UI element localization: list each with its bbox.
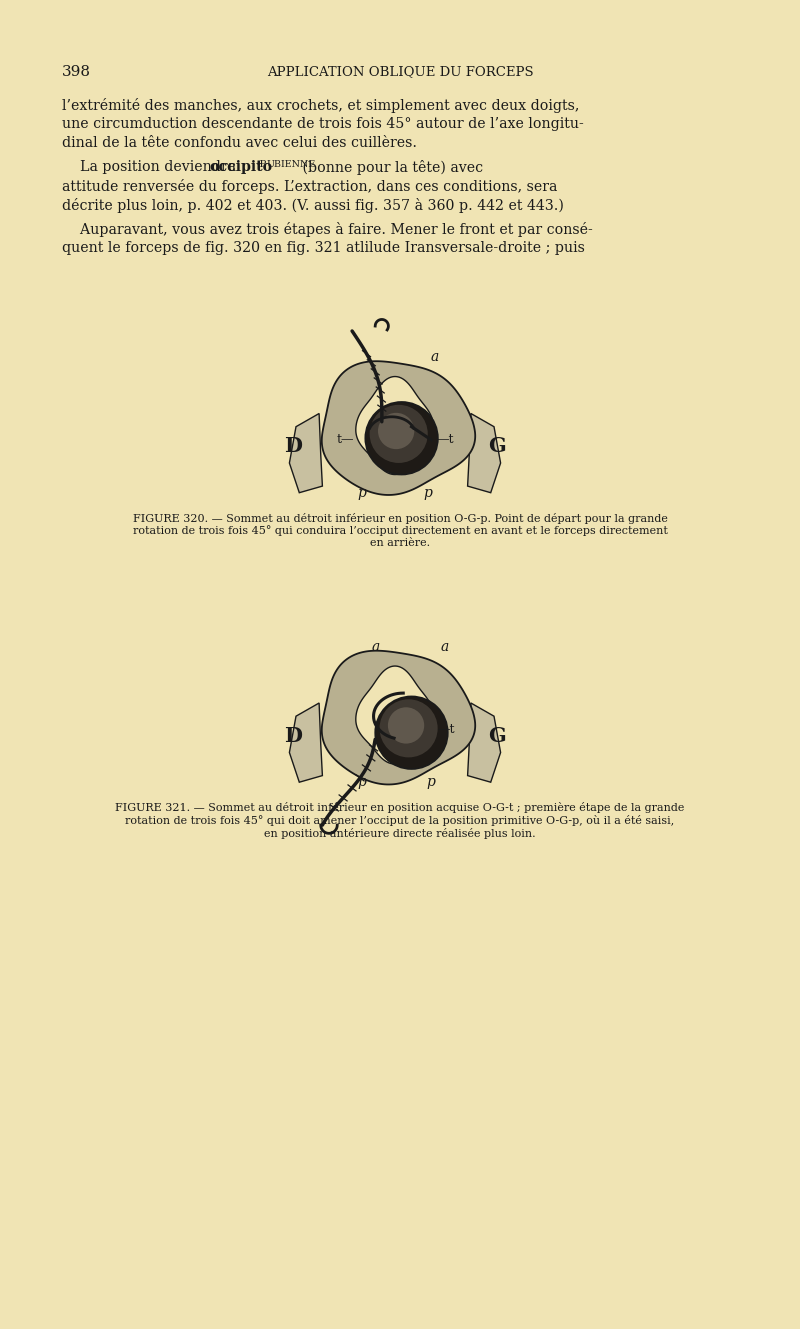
Circle shape xyxy=(378,413,414,449)
Text: APPLICATION OBLIQUE DU FORCEPS: APPLICATION OBLIQUE DU FORCEPS xyxy=(266,65,534,78)
Polygon shape xyxy=(290,703,322,783)
Text: D: D xyxy=(284,726,302,746)
Text: FIGURE 321. — Sommet au détroit inférieur en position acquise O-G-t ; première é: FIGURE 321. — Sommet au détroit inférieu… xyxy=(115,801,685,813)
Text: quent le forceps de fig. 320 en fig. 321 atlilude Iransversale-droite ; puis: quent le forceps de fig. 320 en fig. 321… xyxy=(62,241,585,255)
Polygon shape xyxy=(356,376,434,474)
Text: p: p xyxy=(427,775,436,789)
Polygon shape xyxy=(322,361,475,494)
Text: UBIENNE: UBIENNE xyxy=(266,159,316,169)
Text: rotation de trois fois 45° qui conduira l’occiput directement en avant et le for: rotation de trois fois 45° qui conduira … xyxy=(133,525,667,537)
Text: a: a xyxy=(430,351,438,364)
Circle shape xyxy=(366,401,438,474)
Text: G: G xyxy=(489,726,506,746)
Text: 398: 398 xyxy=(62,65,91,78)
Text: p: p xyxy=(423,485,433,500)
Polygon shape xyxy=(290,413,322,493)
Polygon shape xyxy=(467,703,501,783)
Circle shape xyxy=(370,405,428,462)
Text: l’extrémité des manches, aux crochets, et simplement avec deux doigts,: l’extrémité des manches, aux crochets, e… xyxy=(62,98,579,113)
Polygon shape xyxy=(322,651,475,784)
Circle shape xyxy=(388,707,424,744)
Text: attitude renversée du forceps. L’extraction, dans ces conditions, sera: attitude renversée du forceps. L’extract… xyxy=(62,179,558,194)
Text: a: a xyxy=(371,639,379,654)
Text: en arrière.: en arrière. xyxy=(370,538,430,549)
Text: La position deviendra: La position deviendra xyxy=(62,159,241,174)
Text: p: p xyxy=(358,485,366,500)
Text: —t: —t xyxy=(438,723,455,736)
Text: décrite plus loin, p. 402 et 403. (V. aussi fig. 357 à 360 p. 442 et 443.): décrite plus loin, p. 402 et 403. (V. au… xyxy=(62,198,564,213)
Text: D: D xyxy=(284,436,302,456)
Text: une circumduction descendante de trois fois 45° autour de l’axe longitu-: une circumduction descendante de trois f… xyxy=(62,117,584,132)
Text: FIGURE 320. — Sommet au détroit inférieur en position O-G-p. Point de départ pou: FIGURE 320. — Sommet au détroit inférieu… xyxy=(133,513,667,524)
Polygon shape xyxy=(356,666,434,764)
Text: rotation de trois fois 45° qui doit amener l’occiput de la position primitive O-: rotation de trois fois 45° qui doit amen… xyxy=(126,815,674,827)
Text: -P: -P xyxy=(256,159,266,169)
Text: (bonne pour la tête) avec: (bonne pour la tête) avec xyxy=(298,159,483,175)
Text: —t: —t xyxy=(436,433,454,447)
Text: p: p xyxy=(358,775,366,789)
Text: a: a xyxy=(440,639,449,654)
Text: dinal de la tête confondu avec celui des cuillères.: dinal de la tête confondu avec celui des… xyxy=(62,136,417,150)
Polygon shape xyxy=(467,413,501,493)
Text: Auparavant, vous avez trois étapes à faire. Mener le front et par consé-: Auparavant, vous avez trois étapes à fai… xyxy=(62,222,593,237)
Text: t—: t— xyxy=(336,433,354,447)
Text: en position antérieure directe réalisée plus loin.: en position antérieure directe réalisée … xyxy=(264,828,536,839)
Text: occipito: occipito xyxy=(209,159,272,174)
Text: G: G xyxy=(489,436,506,456)
Circle shape xyxy=(379,699,438,758)
Circle shape xyxy=(375,696,448,769)
